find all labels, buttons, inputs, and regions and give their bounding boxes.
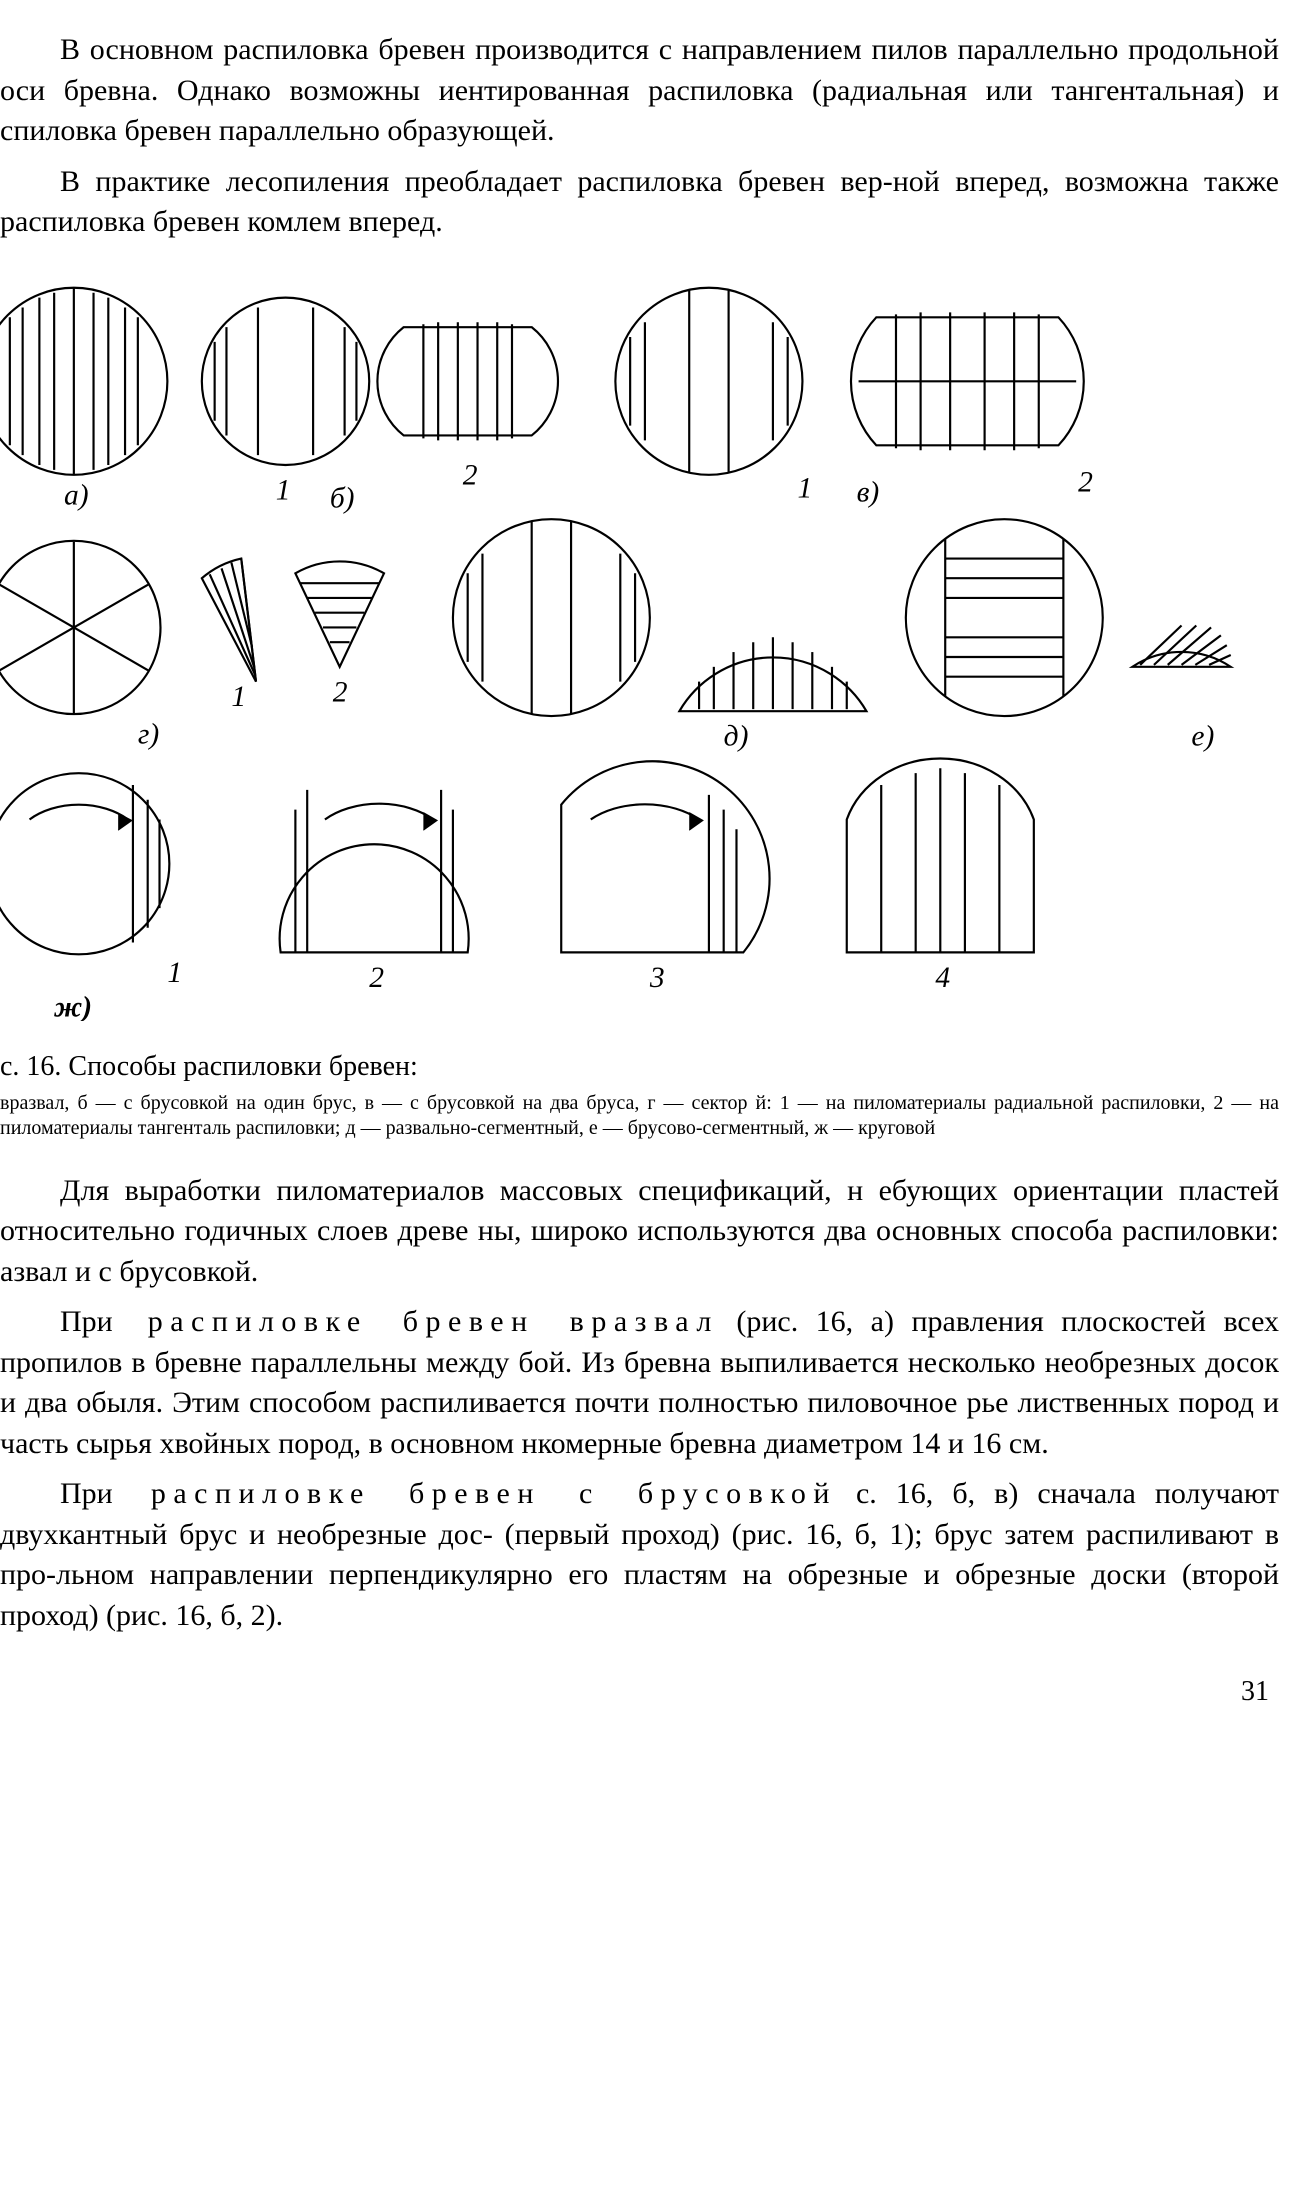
figure-caption-body: вразвал, б — с брусовкой на один брус, в…: [0, 1091, 1279, 1141]
label-g: г): [138, 718, 159, 750]
diagram-g: [0, 540, 160, 713]
diagram-d-main: [453, 519, 650, 716]
diagram-a: [0, 287, 167, 474]
label-zh4: 4: [935, 961, 950, 993]
label-d: д): [724, 720, 749, 752]
diagram-b2: [377, 322, 558, 440]
p4-sp1: распиловке: [148, 1305, 368, 1338]
figure-caption-title: с. 16. Способы распиловки бревен:: [0, 1051, 1279, 1083]
p5-mid2: с: [579, 1477, 600, 1510]
p4-sp2: вразвал: [570, 1305, 719, 1338]
label-g1: 1: [231, 681, 246, 713]
paragraph-5: При распиловке бревен с брусовкой с. 16,…: [0, 1474, 1279, 1636]
label-zh3: 3: [649, 961, 665, 993]
label-v2: 2: [1078, 466, 1093, 498]
p5-pre: При: [60, 1477, 113, 1510]
diagram-e-main: [906, 519, 1103, 716]
paragraph-2: В практике лесопиления преобладает распи…: [0, 162, 1279, 243]
label-e: е): [1191, 720, 1214, 752]
diagram-zh2: [280, 789, 469, 951]
diagram-v1: [615, 287, 802, 474]
paragraph-1: В основном распиловка бревен производитс…: [0, 30, 1279, 152]
label-g2: 2: [333, 676, 348, 708]
paragraph-4: При распиловке бревен вразвал (рис. 16, …: [0, 1302, 1279, 1464]
p4-mid1: бревен: [403, 1305, 535, 1338]
label-zh: ж): [53, 991, 92, 1021]
label-b1: 1: [276, 474, 291, 506]
figure-16-svg: а) 1 б) 2 1 в) 2 1 2 г) д) е) 1 2 3 4 ж): [0, 273, 1279, 1021]
label-v1: 1: [798, 472, 813, 504]
diagram-d-segment: [679, 637, 866, 711]
page-number: 31: [0, 1676, 1279, 1708]
diagram-zh4: [847, 758, 1034, 952]
label-a: а): [64, 479, 89, 511]
diagram-zh3: [561, 761, 769, 952]
diagram-g1: [202, 558, 256, 681]
p5-sp1: распиловке: [151, 1477, 371, 1510]
p5-sp2: брусовкой: [638, 1477, 837, 1510]
diagram-zh1: [0, 773, 169, 954]
label-b: б): [330, 482, 355, 514]
label-v: в): [857, 476, 880, 508]
p5-mid1: бревен: [409, 1477, 541, 1510]
paragraph-3: Для выработки пиломатериалов массовых сп…: [0, 1171, 1279, 1293]
diagram-e-segment: [1132, 625, 1230, 666]
label-b2: 2: [463, 459, 478, 491]
figure-16: а) 1 б) 2 1 в) 2 1 2 г) д) е) 1 2 3 4 ж): [0, 273, 1279, 1021]
p4-pre: При: [60, 1305, 113, 1338]
diagram-v2: [851, 312, 1084, 450]
diagram-g2: [295, 561, 384, 666]
page: В основном распиловка бревен производитс…: [0, 0, 1299, 1748]
label-zh1: 1: [167, 956, 182, 988]
diagram-b1: [202, 297, 369, 464]
label-zh2: 2: [369, 961, 384, 993]
